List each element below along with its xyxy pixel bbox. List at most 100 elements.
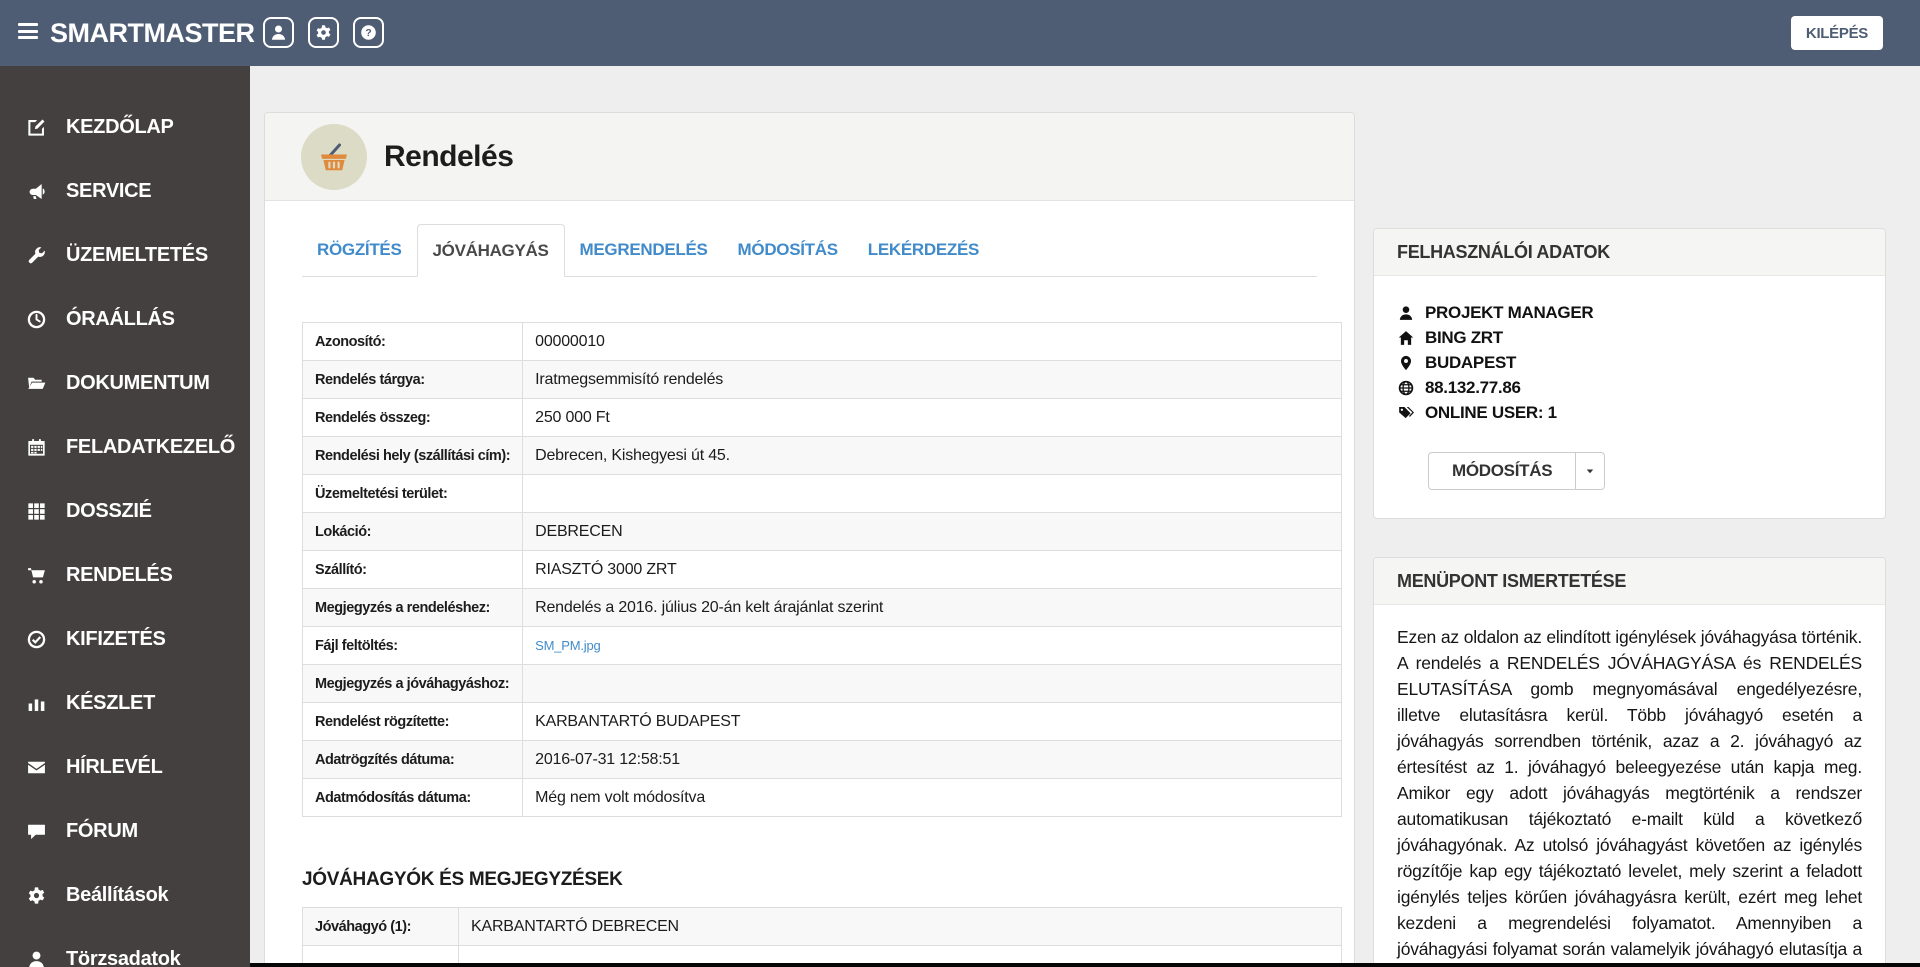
check-circle-icon: [27, 630, 53, 649]
user-icon: [27, 950, 53, 967]
row-label: Adatmódosítás dátuma:: [301, 778, 524, 817]
modify-dropdown-toggle[interactable]: [1576, 452, 1606, 490]
sidebar-item-label: FÓRUM: [66, 819, 138, 842]
order-card-header: Rendelés: [265, 113, 1354, 201]
modify-split-button: MÓDOSÍTÁS: [1428, 452, 1606, 490]
sidebar-item[interactable]: Beállítások: [0, 863, 250, 927]
table-row: Megjegyzés a rendeléshez: Rendelés a 201…: [301, 588, 1342, 627]
sidebar-item-label: KÉSZLET: [66, 691, 156, 714]
user-info-item: ONLINE USER: 1: [1398, 400, 1861, 425]
user-icon: [1398, 305, 1425, 321]
sidebar-item[interactable]: KIFIZETÉS: [0, 607, 250, 671]
row-label: Rendelést rögzítette:: [301, 702, 524, 741]
logout-button[interactable]: KILÉPÉS: [1790, 16, 1883, 50]
window-bottom-edge: [250, 963, 1920, 967]
sidebar-item-label: DOKUMENTUM: [66, 371, 210, 394]
row-label: Üzemeltetési terület:: [301, 474, 524, 513]
table-row: Üzemeltetési terület:: [301, 474, 1342, 513]
sidebar-item[interactable]: SERVICE: [0, 159, 250, 223]
sidebar-item[interactable]: ÓRAÁLLÁS: [0, 287, 250, 351]
topbar-icon-button[interactable]: [263, 17, 294, 48]
tab[interactable]: LEKÉRDEZÉS: [867, 240, 980, 259]
sidebar-item-label: ÓRAÁLLÁS: [66, 307, 175, 330]
user-info-item: 88.132.77.86: [1398, 375, 1861, 400]
tab-bar: RÖGZÍTÉS JÓVÁHAGYÁS MEGRENDELÉS MÓDOSÍTÁS LE…: [302, 224, 1317, 277]
user-icon: [270, 24, 287, 41]
table-row: Lokáció: DEBRECEN: [301, 512, 1342, 551]
sidebar: KEZDŐLAP SERVICE ÜZEMELTETÉS ÓRAÁLLÁS DO…: [0, 66, 250, 967]
row-label: Azonosító:: [301, 322, 524, 361]
tab[interactable]: JÓVÁHAGYÁS: [416, 224, 565, 277]
info-panel: MENÜPONT ISMERTETÉSE Ezen az oldalon az …: [1373, 557, 1886, 967]
svg-text:?: ?: [365, 28, 371, 39]
bullhorn-icon: [27, 182, 53, 201]
user-info-item: BUDAPEST: [1398, 350, 1861, 375]
row-value: 250 000 Ft: [535, 408, 610, 426]
tab[interactable]: MEGRENDELÉS: [579, 240, 708, 259]
main-area: Rendelés RÖGZÍTÉS JÓVÁHAGYÁS MEGRENDELÉS MÓ…: [250, 66, 1920, 967]
sidebar-item-label: Törzsadatok: [66, 947, 181, 967]
row-value: Rendelés a 2016. július 20-án kelt árajá…: [535, 598, 884, 616]
page-title: Rendelés: [384, 139, 514, 173]
basket-icon: [301, 123, 367, 190]
folder-open-icon: [27, 374, 53, 393]
grid-icon: [27, 502, 53, 521]
row-label: Lokáció:: [301, 512, 524, 551]
order-card: Rendelés RÖGZÍTÉS JÓVÁHAGYÁS MEGRENDELÉS MÓ…: [264, 112, 1355, 967]
user-info-text: ONLINE USER: 1: [1425, 402, 1557, 422]
info-panel-title: MENÜPONT ISMERTETÉSE: [1374, 558, 1885, 605]
table-row: Rendelési hely (szállítási cím): Debrece…: [301, 436, 1342, 475]
table-row: Azonosító: 00000010: [301, 322, 1342, 361]
wrench-icon: [27, 246, 53, 265]
sidebar-item[interactable]: DOSSZIÉ: [0, 479, 250, 543]
row-label: Fájl feltöltés:: [301, 626, 524, 665]
topbar-icon-button[interactable]: ?: [353, 17, 384, 48]
user-info-item: BING ZRT: [1398, 325, 1861, 350]
question-icon: ?: [360, 24, 377, 41]
calendar-icon: [27, 438, 53, 457]
sidebar-item[interactable]: KÉSZLET: [0, 671, 250, 735]
table-row: Adatmódosítás dátuma: Még nem volt módos…: [301, 778, 1342, 817]
top-bar: SMARTMASTER ? KILÉPÉS: [0, 0, 1920, 66]
row-value: DEBRECEN: [535, 522, 623, 540]
table-row: Rendelést rögzítette: KARBANTARTÓ BUDAPE…: [301, 702, 1342, 741]
sidebar-item[interactable]: FELADATKEZELŐ: [0, 415, 250, 479]
table-row: Rendelés tárgya: Iratmegsemmisító rendel…: [301, 360, 1342, 399]
sidebar-item[interactable]: Törzsadatok: [0, 927, 250, 967]
marker-icon: [1398, 355, 1425, 371]
sidebar-item[interactable]: KEZDŐLAP: [0, 95, 250, 159]
menu-icon[interactable]: [18, 23, 38, 43]
sidebar-item[interactable]: RENDELÉS: [0, 543, 250, 607]
user-info-text: BING ZRT: [1425, 327, 1503, 347]
comment-icon: [27, 822, 53, 841]
modify-button[interactable]: MÓDOSÍTÁS: [1428, 452, 1577, 490]
sidebar-item[interactable]: HÍRLEVÉL: [0, 735, 250, 799]
sidebar-item[interactable]: ÜZEMELTETÉS: [0, 223, 250, 287]
row-value: Még nem volt módosítva: [535, 788, 706, 806]
sidebar-item-label: HÍRLEVÉL: [66, 755, 163, 778]
user-info-item: PROJEKT MANAGER: [1398, 300, 1861, 325]
row-label: Rendelés összeg:: [301, 398, 524, 437]
row-label: Szállító:: [301, 550, 524, 589]
caret-down-icon: [1584, 465, 1596, 477]
sidebar-item-label: SERVICE: [66, 179, 152, 202]
tags-icon: [1398, 405, 1425, 421]
table-row: Rendelés összeg: 250 000 Ft: [301, 398, 1342, 437]
topbar-buttons: ?: [263, 17, 384, 48]
tab[interactable]: MÓDOSÍTÁS: [737, 240, 839, 259]
sidebar-item[interactable]: DOKUMENTUM: [0, 351, 250, 415]
gear-icon: [27, 886, 53, 905]
row-value: 2016-07-31 12:58:51: [535, 750, 680, 768]
app-title: SMARTMASTER: [50, 18, 255, 48]
sidebar-item-label: DOSSZIÉ: [66, 499, 152, 522]
sidebar-item[interactable]: FÓRUM: [0, 799, 250, 863]
globe-icon: [1398, 380, 1425, 396]
row-value[interactable]: SM_PM.jpg: [535, 637, 601, 653]
tab[interactable]: RÖGZÍTÉS: [317, 240, 402, 259]
bar-chart-icon: [27, 694, 53, 713]
topbar-icon-button[interactable]: [308, 17, 339, 48]
row-value: Iratmegsemmisító rendelés: [535, 370, 724, 388]
sidebar-item-label: KEZDŐLAP: [66, 115, 174, 138]
sidebar-item-label: KIFIZETÉS: [66, 627, 166, 650]
row-value: 00000010: [535, 332, 605, 350]
